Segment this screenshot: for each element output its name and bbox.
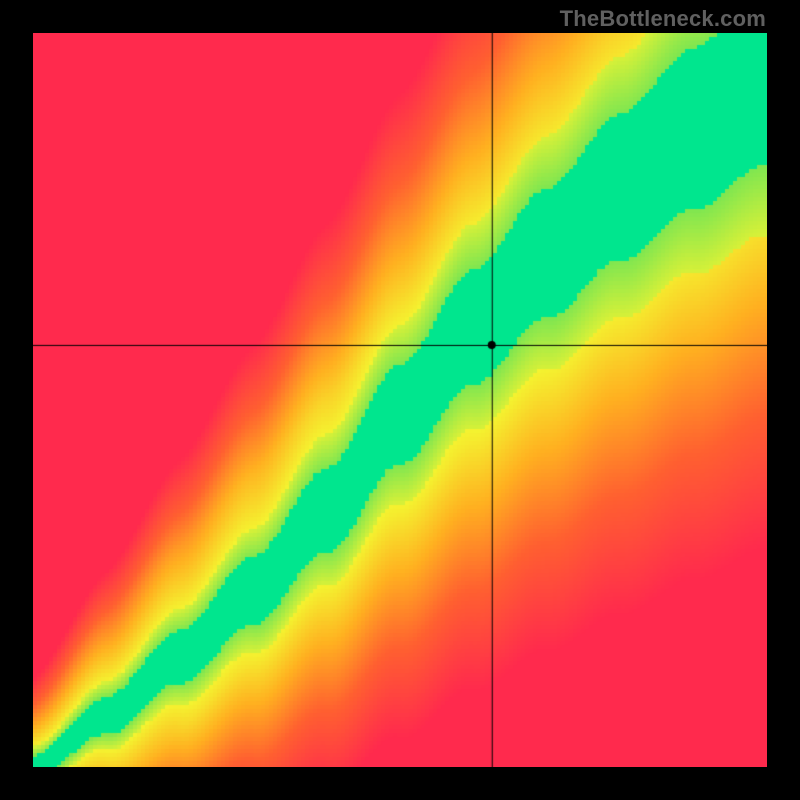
watermark-text: TheBottleneck.com [560,6,766,32]
chart-frame: TheBottleneck.com [0,0,800,800]
bottleneck-heatmap [33,33,767,767]
